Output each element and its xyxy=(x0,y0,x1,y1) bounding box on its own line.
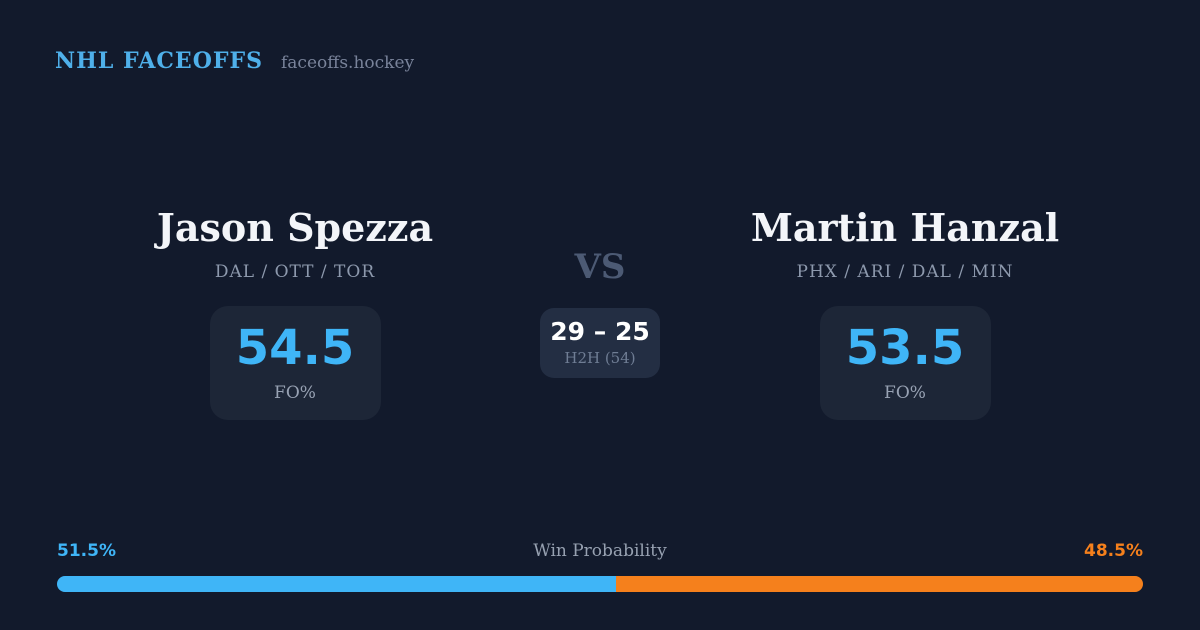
win-probability-right-pct: 48.5% xyxy=(1084,541,1143,561)
player-right-fo-value: 53.5 xyxy=(845,320,965,376)
player-right-column: Martin Hanzal PHX / ARI / DAL / MIN 53.5… xyxy=(720,205,1090,420)
matchup-section: Jason Spezza DAL / OTT / TOR 54.5 FO% VS… xyxy=(0,205,1200,420)
player-right-name: Martin Hanzal xyxy=(750,205,1060,250)
player-left-fo-label: FO% xyxy=(274,383,316,403)
player-left-teams: DAL / OTT / TOR xyxy=(214,262,376,282)
h2h-score: 29 – 25 xyxy=(550,317,650,346)
player-right-fo-label: FO% xyxy=(884,383,926,403)
win-probability-left-pct: 51.5% xyxy=(57,541,116,561)
h2h-label: H2H (54) xyxy=(564,349,636,367)
player-left-column: Jason Spezza DAL / OTT / TOR 54.5 FO% xyxy=(110,205,480,420)
brand-title: NHL FACEOFFS xyxy=(55,48,263,74)
win-probability-bar-left-segment xyxy=(57,576,617,592)
player-right-fo-card: 53.5 FO% xyxy=(819,306,991,420)
player-left-fo-value: 54.5 xyxy=(235,320,355,376)
site-url: faceoffs.hockey xyxy=(281,53,415,73)
win-probability-bar xyxy=(57,576,1143,592)
versus-column: VS 29 – 25 H2H (54) xyxy=(480,205,720,420)
win-probability-labels: 51.5% Win Probability 48.5% xyxy=(57,541,1143,563)
win-probability-bar-right-segment xyxy=(616,576,1143,592)
win-probability-title: Win Probability xyxy=(533,541,667,561)
player-left-fo-card: 54.5 FO% xyxy=(209,306,381,420)
h2h-card: 29 – 25 H2H (54) xyxy=(540,308,660,378)
player-right-teams: PHX / ARI / DAL / MIN xyxy=(796,262,1014,282)
win-probability-section: 51.5% Win Probability 48.5% xyxy=(57,541,1143,592)
player-left-name: Jason Spezza xyxy=(156,205,434,250)
vs-label: VS xyxy=(574,247,626,287)
header: NHL FACEOFFS faceoffs.hockey xyxy=(55,48,414,74)
